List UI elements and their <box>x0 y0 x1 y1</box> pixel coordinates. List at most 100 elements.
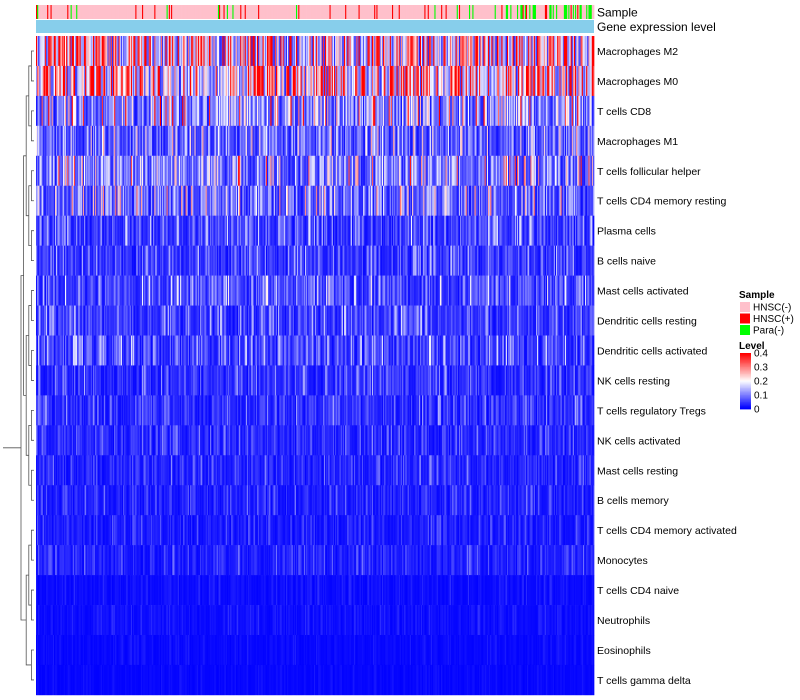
heatmap-cell <box>549 95 551 127</box>
heatmap-cell <box>201 155 203 187</box>
heatmap-cell <box>464 215 467 246</box>
heatmap-cell <box>249 155 251 187</box>
heatmap-cell <box>402 245 404 276</box>
heatmap-cell <box>282 155 285 187</box>
sample-annotation-cell <box>200 5 202 19</box>
heatmap-cell <box>375 125 377 157</box>
heatmap-cell <box>376 65 378 97</box>
sample-annotation-cell <box>198 5 201 19</box>
heatmap-cell <box>513 185 516 216</box>
heatmap-cell <box>543 275 546 306</box>
heatmap-cell <box>474 185 477 216</box>
heatmap-cell <box>216 185 219 216</box>
heatmap-cell <box>58 36 60 67</box>
heatmap-cell <box>298 275 300 306</box>
heatmap-cell <box>543 95 546 127</box>
heatmap-cell <box>271 125 273 157</box>
heatmap-cell <box>172 185 174 216</box>
heatmap-cell <box>456 245 459 276</box>
sample-annotation-cell <box>311 5 314 19</box>
heatmap-cell <box>455 95 458 127</box>
heatmap-cell <box>210 215 212 246</box>
heatmap-cell <box>435 215 437 246</box>
heatmap-cell <box>65 275 67 306</box>
heatmap-cell <box>337 185 339 216</box>
heatmap-cell <box>505 65 508 97</box>
heatmap-cell <box>337 125 339 157</box>
heatmap-cell <box>563 125 566 157</box>
heatmap-cell <box>245 185 248 216</box>
heatmap-cell <box>454 125 456 157</box>
heatmap-cell <box>297 125 299 157</box>
heatmap-cell <box>475 215 478 246</box>
heatmap-cell <box>227 275 230 306</box>
heatmap-cell <box>506 215 509 246</box>
heatmap-cell <box>87 185 89 216</box>
heatmap-cell <box>450 215 452 246</box>
heatmap-cell <box>206 155 209 187</box>
heatmap-cell <box>288 185 290 216</box>
heatmap-cell <box>85 95 87 127</box>
heatmap-cell <box>106 155 108 187</box>
heatmap-cell <box>118 215 121 246</box>
heatmap-cell <box>146 245 148 276</box>
sample-annotation-cell <box>283 5 286 19</box>
heatmap-cell <box>385 215 387 246</box>
heatmap-cell <box>493 36 496 67</box>
heatmap-cell <box>265 275 268 306</box>
sample-annotation-cell <box>477 5 480 19</box>
heatmap-cell <box>134 155 136 187</box>
heatmap-cell <box>568 245 570 276</box>
heatmap-cell <box>171 125 173 157</box>
heatmap-cell <box>258 185 260 216</box>
heatmap-cell <box>554 95 557 127</box>
heatmap-cell <box>244 155 247 187</box>
sample-annotation-cell <box>143 5 145 19</box>
heatmap-cell <box>448 185 451 216</box>
heatmap-cell <box>172 36 174 67</box>
heatmap-cell <box>589 245 592 276</box>
heatmap-cell <box>101 36 104 67</box>
heatmap-cell <box>73 275 76 306</box>
heatmap-cell <box>94 185 96 216</box>
heatmap-cell <box>384 95 386 127</box>
heatmap-cell <box>389 36 392 67</box>
heatmap-cell <box>371 215 374 246</box>
heatmap-cell <box>428 125 431 157</box>
heatmap-cell <box>102 65 105 97</box>
sample-annotation-cell <box>575 5 577 19</box>
heatmap-cell <box>538 95 540 127</box>
heatmap-cell <box>237 155 240 187</box>
heatmap-cell <box>134 125 136 157</box>
heatmap-cell <box>183 65 185 97</box>
sample-annotation-cell <box>474 5 477 19</box>
heatmap-cell <box>104 65 106 97</box>
heatmap-cell <box>543 65 546 97</box>
sample-annotation-cell <box>530 5 532 19</box>
heatmap-cell <box>297 155 299 187</box>
heatmap-cell <box>77 125 79 157</box>
heatmap-cell <box>136 65 138 97</box>
heatmap-cell <box>222 155 224 187</box>
heatmap-cell <box>287 245 289 276</box>
heatmap-cell <box>72 185 75 216</box>
heatmap-cell <box>249 65 251 97</box>
heatmap-cell <box>549 245 551 276</box>
heatmap-cell <box>57 215 59 246</box>
heatmap-cell <box>438 215 441 246</box>
heatmap-cell <box>573 215 576 246</box>
heatmap-cell <box>236 65 239 97</box>
heatmap-cell <box>540 125 542 157</box>
heatmap-cell <box>409 125 412 157</box>
heatmap-cell <box>261 125 263 157</box>
heatmap-cell <box>485 215 488 246</box>
heatmap-cell <box>67 245 69 276</box>
sample-annotation-cell <box>546 5 548 19</box>
heatmap-cell <box>328 155 330 187</box>
heatmap-cell <box>190 36 192 67</box>
heatmap-cell <box>100 185 103 216</box>
heatmap-cell <box>230 36 232 67</box>
heatmap-cell <box>96 155 98 187</box>
sample-annotation-cell <box>341 5 344 19</box>
heatmap-cell <box>152 185 154 216</box>
